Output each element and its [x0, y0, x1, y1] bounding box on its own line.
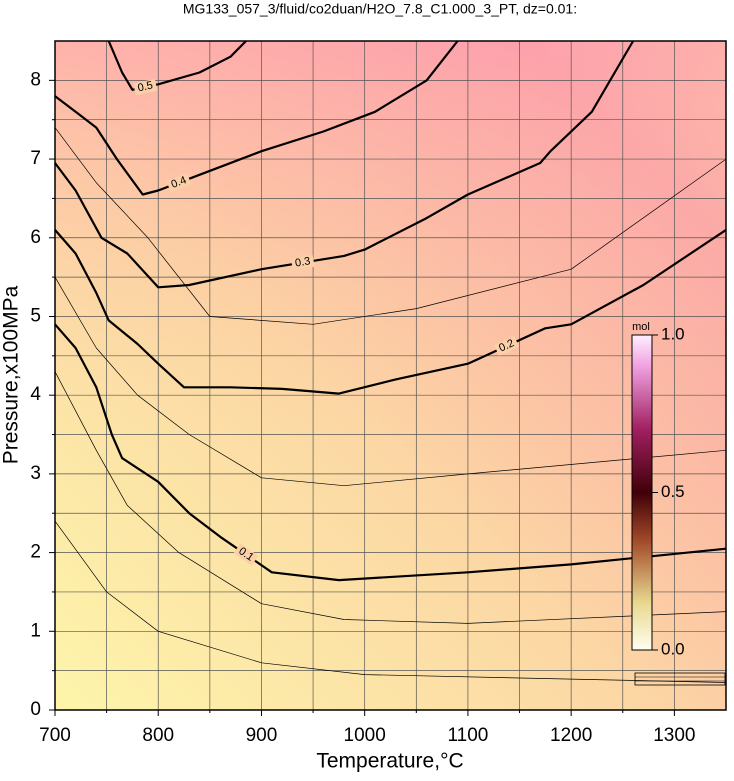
contour-label: 0.2 [497, 337, 516, 354]
contour-label: 0.5 [137, 79, 154, 94]
x-tick-label: 700 [39, 725, 71, 746]
contour-line [54, 323, 727, 582]
contour-label-bg [494, 335, 520, 357]
y-tick-label: 4 [30, 384, 41, 405]
contour-label: 0.4 [170, 174, 189, 191]
colorbar-tick-label: 1.0 [661, 324, 685, 343]
y-tick-label: 7 [30, 148, 41, 169]
colorbar [631, 334, 653, 651]
y-axis-label: Pressure,x100MPa [0, 285, 23, 464]
contour-label-bg [290, 254, 315, 271]
contour-line [54, 127, 727, 325]
contour-label: 0.3 [294, 255, 311, 269]
contour-line [54, 40, 635, 289]
contour-label-bg [133, 78, 158, 96]
plot-background-overlay [55, 41, 726, 710]
colorbar-tick-label: 0.5 [661, 482, 685, 501]
contour-label-bg [233, 543, 259, 566]
plot-frame [54, 40, 727, 711]
y-tick-label: 3 [30, 463, 41, 484]
x-tick-label: 1300 [653, 725, 695, 746]
contour-line [54, 276, 727, 487]
y-tick-label: 5 [30, 305, 41, 326]
x-tick-label: 800 [142, 725, 174, 746]
y-tick-label: 1 [30, 620, 41, 641]
y-tick-label: 8 [30, 69, 41, 90]
y-tick-label: 6 [30, 227, 41, 248]
scale-box [634, 672, 726, 686]
contour-line [54, 520, 727, 683]
chart-title: MG133_057_3/fluid/co2duan/H2O_7.8_C1.000… [183, 1, 577, 17]
x-tick-label: 1000 [344, 725, 386, 746]
x-tick-label: 1200 [550, 725, 592, 746]
x-tick-label: 1100 [447, 725, 488, 746]
y-tick-label: 2 [30, 542, 41, 563]
x-axis-label: Temperature,°C [316, 750, 463, 773]
colorbar-tick-label: 0.0 [661, 639, 685, 658]
contour-label-bg [166, 173, 192, 193]
x-tick-label: 900 [246, 725, 278, 746]
contour-line [107, 40, 247, 91]
contour-line [54, 371, 727, 624]
contour-line [54, 228, 727, 395]
colorbar-label: mol [632, 321, 650, 333]
y-tick-label: 0 [30, 699, 41, 720]
